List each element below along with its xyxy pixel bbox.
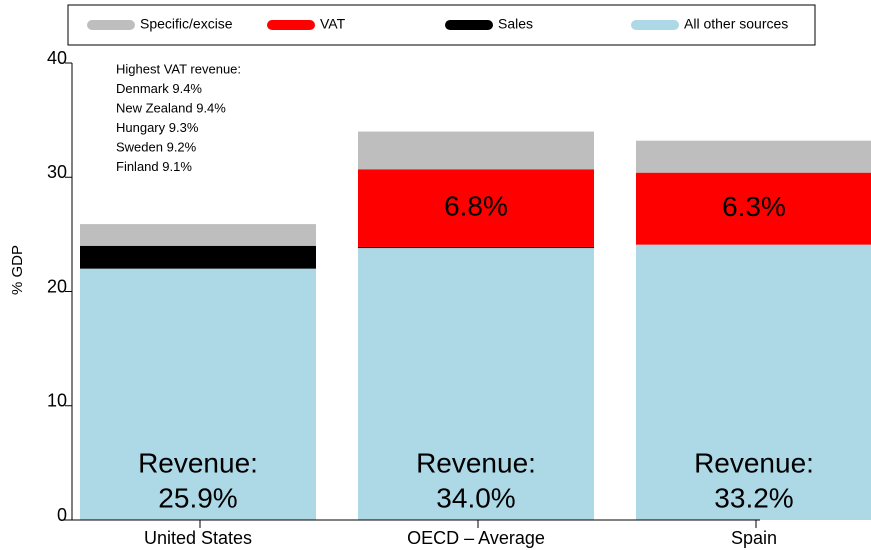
- bar-segment: [358, 169, 594, 247]
- annotation: Sweden 9.2%: [116, 139, 197, 154]
- annotation: Hungary 9.3%: [116, 120, 199, 135]
- annotation: New Zealand 9.4%: [116, 100, 226, 115]
- bar-segment: [358, 131, 594, 170]
- bar-segment: [636, 244, 871, 520]
- bar-segment: [358, 248, 594, 520]
- y-tick-label: 20: [47, 276, 67, 296]
- total-prefix: Revenue:: [416, 447, 536, 478]
- legend-label: Sales: [498, 16, 533, 32]
- y-tick-label: 10: [47, 391, 67, 411]
- legend-box: [67, 4, 816, 46]
- y-tick-label: 0: [57, 505, 67, 525]
- x-tick-label: Spain: [731, 528, 777, 548]
- legend-label: Specific/excise: [140, 16, 233, 32]
- y-axis-label: % GDP: [9, 245, 26, 295]
- total-prefix: Revenue:: [138, 447, 258, 478]
- bar-segment: [80, 224, 316, 246]
- annotation: Denmark 9.4%: [116, 81, 202, 96]
- total-label: 34.0%: [436, 482, 515, 513]
- annotation: Highest VAT revenue:: [116, 61, 241, 76]
- x-tick-label: United States: [144, 528, 252, 548]
- total-prefix: Revenue:: [694, 447, 814, 478]
- x-tick-label: OECD – Average: [407, 528, 545, 548]
- y-tick-label: 30: [47, 162, 67, 182]
- value-label: 6.3%: [722, 191, 786, 222]
- legend-label: VAT: [320, 16, 346, 32]
- bar-segment: [80, 268, 316, 520]
- annotation: Finland 9.1%: [116, 159, 192, 174]
- bar-segment: [636, 140, 871, 173]
- bar-segment: [636, 172, 871, 245]
- total-label: 25.9%: [158, 482, 237, 513]
- y-tick-label: 40: [47, 48, 67, 68]
- value-label: 6.8%: [444, 190, 508, 221]
- bar-segment: [358, 246, 594, 249]
- bar-segment: [80, 245, 316, 269]
- total-label: 33.2%: [714, 482, 793, 513]
- legend-label: All other sources: [684, 16, 788, 32]
